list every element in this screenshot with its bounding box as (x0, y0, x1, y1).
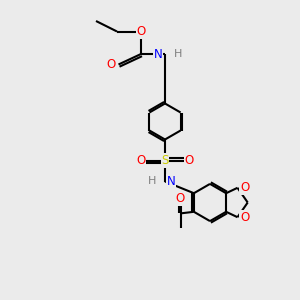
Text: H: H (173, 49, 182, 59)
Text: H: H (148, 176, 157, 187)
Text: N: N (167, 175, 175, 188)
Text: O: O (136, 25, 146, 38)
Text: O: O (136, 154, 146, 167)
Text: O: O (106, 58, 116, 71)
Text: O: O (240, 181, 249, 194)
Text: O: O (240, 211, 249, 224)
Text: O: O (175, 192, 184, 205)
Text: O: O (184, 154, 194, 167)
Text: N: N (154, 47, 163, 61)
Text: S: S (161, 154, 169, 167)
